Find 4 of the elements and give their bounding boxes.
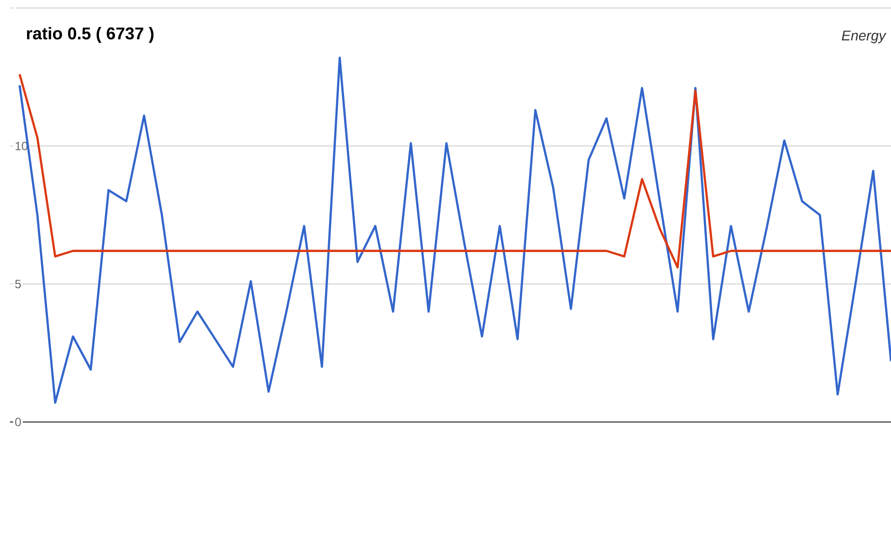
annotation: Energy [842, 30, 886, 44]
text: ratio 0.5 ( 6737 ) [26, 26, 154, 43]
y-tick-label: 0 [15, 418, 21, 426]
y-tick-label: 5 [15, 280, 21, 288]
